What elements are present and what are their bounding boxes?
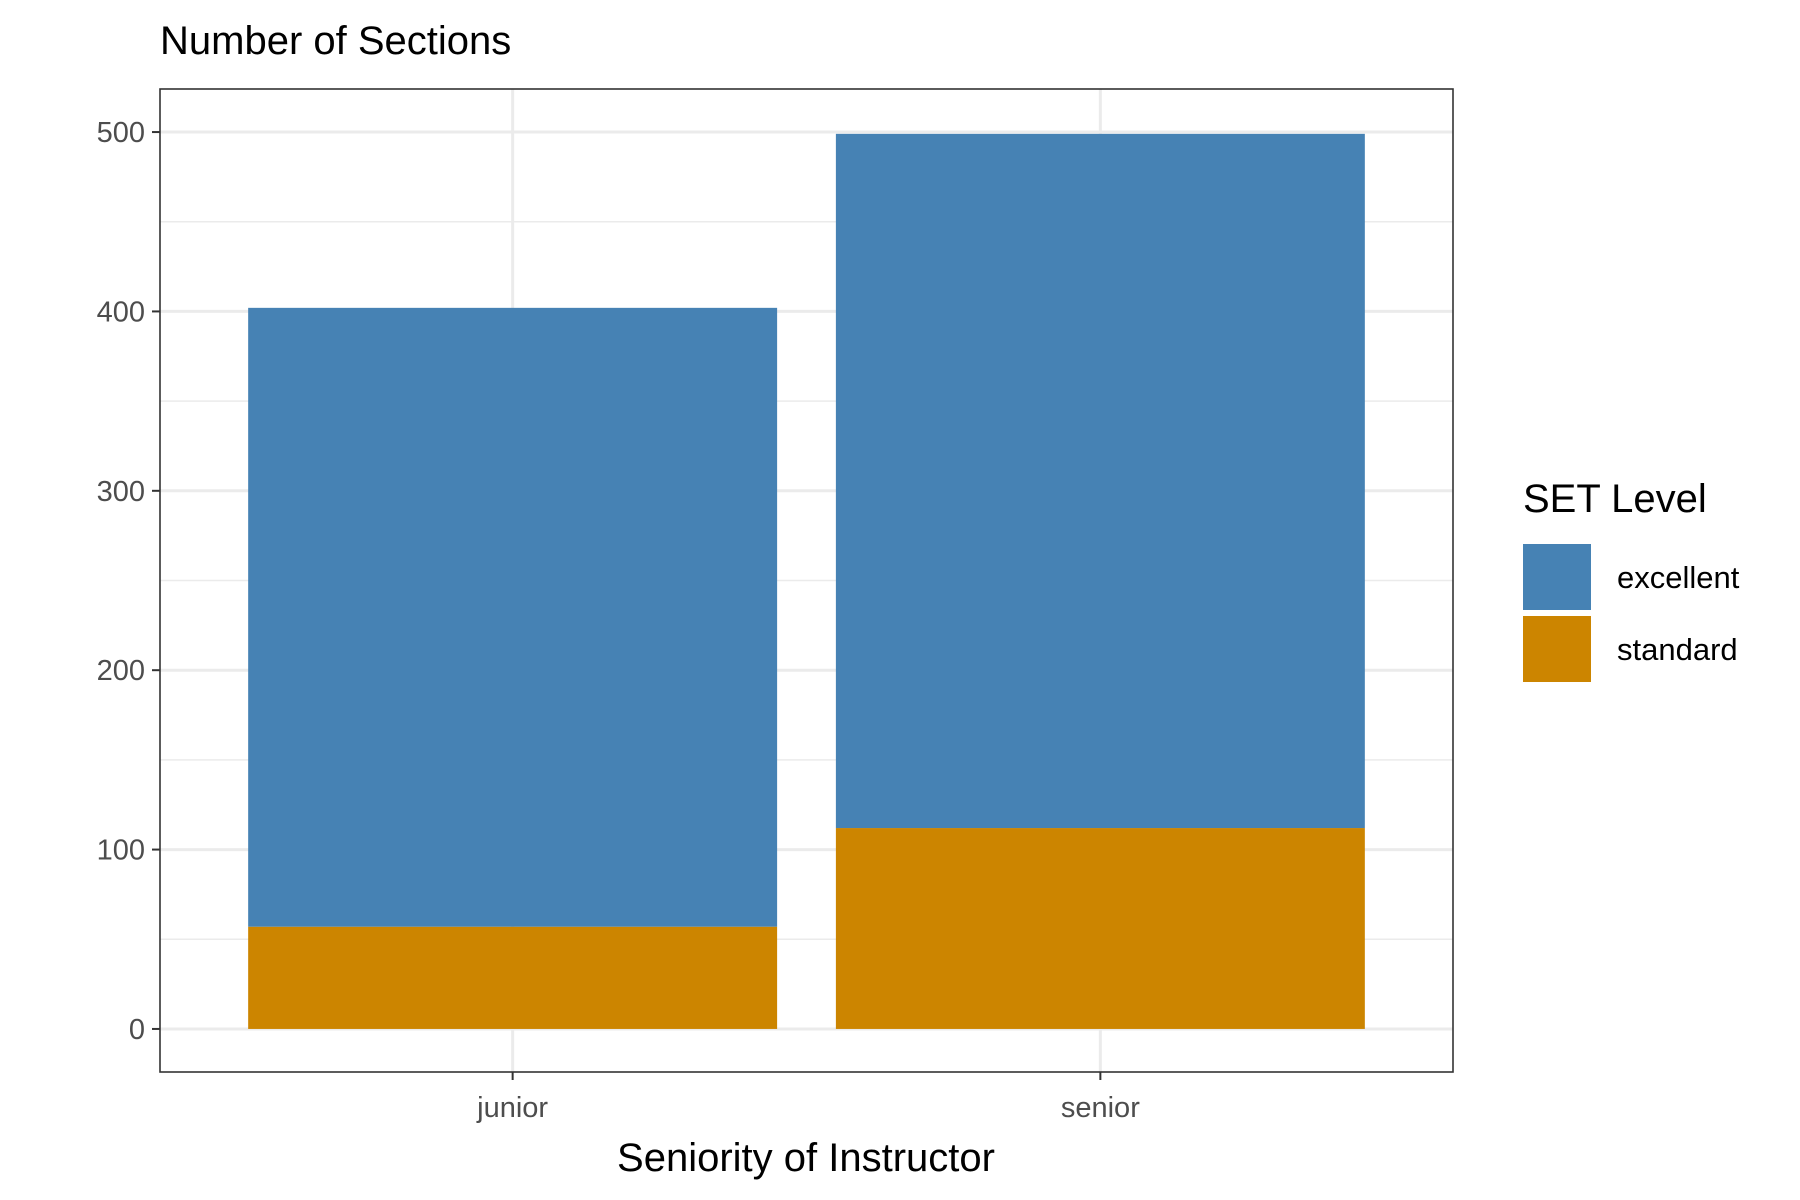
x-axis-title: Seniority of Instructor bbox=[617, 1136, 995, 1180]
legend-key-standard bbox=[1523, 616, 1591, 682]
y-tick-label: 400 bbox=[97, 296, 145, 328]
legend-key-excellent bbox=[1523, 544, 1591, 610]
legend-label-excellent: excellent bbox=[1617, 560, 1740, 595]
x-tick-label: senior bbox=[1061, 1092, 1140, 1124]
y-tick-label: 200 bbox=[97, 655, 145, 687]
y-tick-label: 300 bbox=[97, 476, 145, 508]
bar-senior-excellent bbox=[835, 133, 1365, 829]
bar-junior-standard bbox=[248, 926, 778, 1029]
bar-senior-standard bbox=[835, 828, 1365, 1029]
legend: SET Level excellent standard bbox=[1523, 477, 1740, 682]
x-tick-label: junior bbox=[476, 1092, 548, 1124]
y-tick-label: 500 bbox=[97, 117, 145, 149]
panel-border bbox=[159, 88, 1454, 1073]
legend-title: SET Level bbox=[1523, 477, 1707, 521]
chart-title: Number of Sections bbox=[160, 19, 511, 63]
legend-label-standard: standard bbox=[1617, 632, 1738, 667]
bar-junior-excellent bbox=[248, 307, 778, 927]
y-tick-label: 100 bbox=[97, 835, 145, 867]
y-tick-label: 0 bbox=[129, 1014, 145, 1046]
plot-area: 0 100 200 300 400 500 junior senior bbox=[97, 88, 1454, 1124]
